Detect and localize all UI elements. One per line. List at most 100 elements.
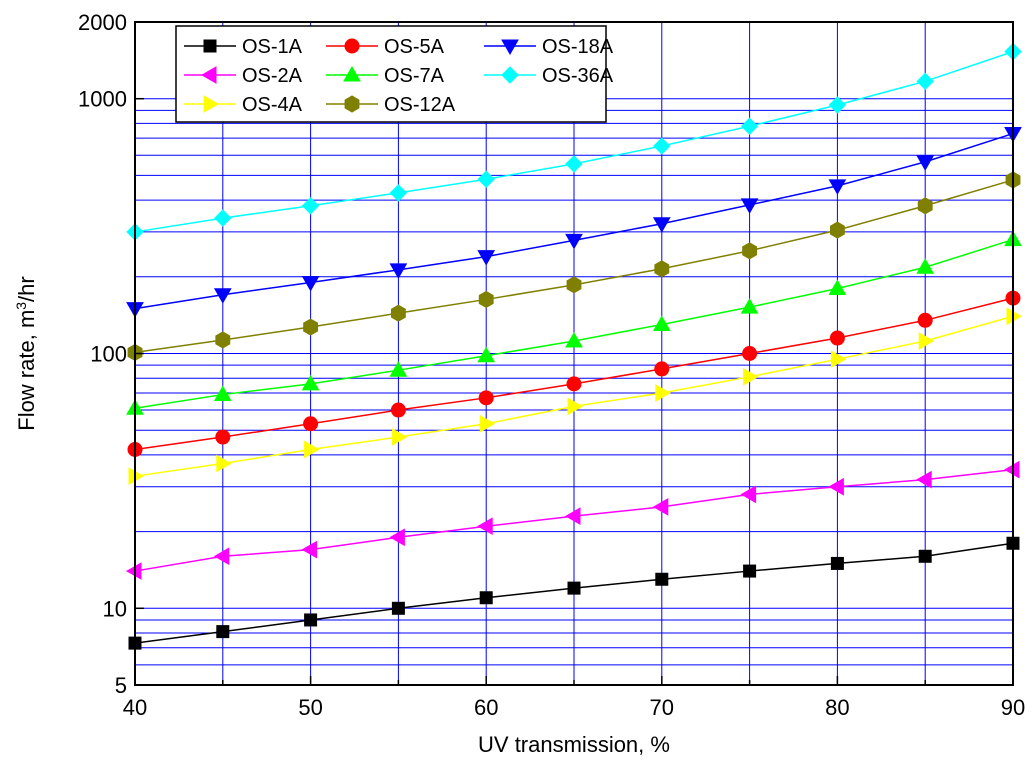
data-point-os-4a — [479, 414, 496, 433]
data-point-os-1a — [391, 601, 405, 615]
data-point-os-18a — [565, 233, 583, 250]
data-point-os-5a — [303, 416, 319, 432]
x-axis-title: UV transmission, % — [478, 732, 670, 757]
legend-label-os-7a: OS-7A — [384, 65, 445, 87]
x-tick-label: 50 — [298, 695, 322, 720]
legend-marker-os-5a — [344, 38, 360, 54]
data-point-os-36a — [477, 170, 495, 188]
data-point-os-36a — [565, 155, 583, 173]
data-point-os-7a — [213, 385, 232, 402]
legend-box — [175, 25, 607, 123]
data-point-os-36a — [740, 117, 759, 135]
y-axis-title-suffix: /hr — [14, 276, 39, 302]
legend-item-os-7a: OS-7A — [326, 65, 445, 87]
legend-label-os-18a: OS-18A — [542, 36, 614, 58]
data-point-os-7a — [652, 315, 671, 331]
data-point-os-7a — [740, 298, 759, 314]
data-point-os-1a — [743, 564, 757, 578]
data-point-os-7a — [389, 361, 408, 377]
x-tick-label: 70 — [650, 695, 674, 720]
y-tick-label: 1000 — [78, 87, 127, 112]
data-point-os-1a — [479, 591, 493, 605]
y-tick-label: 10 — [103, 596, 127, 621]
data-point-os-18a — [740, 198, 759, 214]
data-point-os-36a — [828, 96, 847, 114]
data-point-os-2a — [389, 528, 405, 547]
legend-item-os-1a: OS-1A — [184, 36, 303, 58]
data-point-os-5a — [566, 376, 582, 392]
data-point-os-1a — [567, 581, 581, 595]
y-axis-title: Flow rate, m3/hr — [13, 276, 39, 431]
data-point-os-5a — [654, 361, 670, 377]
data-point-os-5a — [478, 390, 494, 406]
data-point-os-1a — [655, 572, 669, 586]
legend-label-os-4a: OS-4A — [242, 94, 303, 116]
data-point-os-2a — [828, 477, 844, 496]
data-point-os-7a — [828, 279, 847, 295]
data-point-os-2a — [916, 470, 932, 489]
legend-label-os-36a: OS-36A — [542, 65, 614, 87]
data-point-os-7a — [916, 258, 935, 274]
legend-marker-os-18a — [501, 39, 519, 56]
legend-item-os-36a: OS-36A — [484, 65, 614, 87]
legend-marker-os-4a — [203, 95, 220, 113]
data-point-os-12a — [742, 242, 758, 260]
series-os-1a — [128, 536, 1020, 650]
legend-label-os-2a: OS-2A — [242, 65, 303, 87]
data-point-os-12a — [215, 331, 231, 349]
legend: OS-1A OS-5A OS-18A OS-2A OS-7A OS-36A OS-4A OS-… — [175, 25, 614, 123]
data-point-os-12a — [917, 197, 933, 215]
y-tick-label: 100 — [90, 342, 127, 367]
legend-label-os-1a: OS-1A — [242, 36, 303, 58]
data-point-os-18a — [213, 288, 232, 304]
x-tick-label: 80 — [825, 695, 849, 720]
x-tick-label: 40 — [123, 695, 147, 720]
series-os-12a — [127, 171, 1021, 361]
data-point-os-1a — [216, 625, 230, 639]
data-point-os-7a — [477, 346, 496, 363]
data-point-os-12a — [829, 221, 845, 239]
y-axis-title-superscript: 3 — [13, 302, 29, 310]
y-tick-label: 5 — [115, 673, 127, 698]
y-tick-label: 2000 — [78, 10, 127, 35]
data-point-os-4a — [216, 454, 232, 473]
legend-marker-os-7a — [343, 65, 361, 82]
series-os-4a — [128, 307, 1023, 486]
data-point-os-2a — [652, 498, 669, 516]
data-point-os-2a — [477, 517, 493, 536]
data-point-os-12a — [566, 276, 582, 294]
data-point-os-36a — [916, 72, 934, 91]
axis-ticks: 40 50 60 70 80 90 5 10 100 1000 2000 — [78, 10, 1025, 720]
data-point-os-36a — [301, 197, 320, 215]
data-point-os-1a — [918, 549, 932, 563]
data-point-os-7a — [301, 374, 320, 391]
data-point-os-5a — [829, 330, 845, 346]
x-tick-label: 60 — [474, 695, 498, 720]
data-point-os-4a — [304, 440, 320, 459]
data-point-os-18a — [301, 275, 320, 292]
data-point-os-36a — [653, 137, 671, 155]
data-point-os-4a — [918, 332, 935, 350]
data-point-os-12a — [478, 290, 494, 309]
data-point-os-1a — [304, 613, 318, 627]
data-point-os-7a — [565, 331, 583, 348]
data-point-os-2a — [740, 485, 757, 504]
data-point-os-4a — [391, 428, 408, 446]
data-point-os-12a — [303, 318, 319, 336]
data-point-os-4a — [567, 397, 584, 416]
data-point-os-18a — [916, 155, 935, 171]
data-point-os-4a — [830, 350, 847, 369]
legend-item-os-18a: OS-18A — [484, 36, 614, 58]
data-point-os-1a — [830, 556, 844, 570]
data-point-os-36a — [214, 209, 232, 227]
legend-marker-os-36a — [501, 66, 519, 84]
legend-marker-os-1a — [203, 39, 217, 53]
legend-item-os-2a: OS-2A — [184, 65, 303, 87]
legend-label-os-12a: OS-12A — [384, 94, 456, 116]
data-point-os-4a — [655, 384, 671, 402]
data-point-os-4a — [743, 367, 759, 386]
data-point-os-18a — [652, 217, 671, 233]
data-point-os-18a — [389, 263, 408, 279]
series-os-2a — [125, 460, 1020, 580]
